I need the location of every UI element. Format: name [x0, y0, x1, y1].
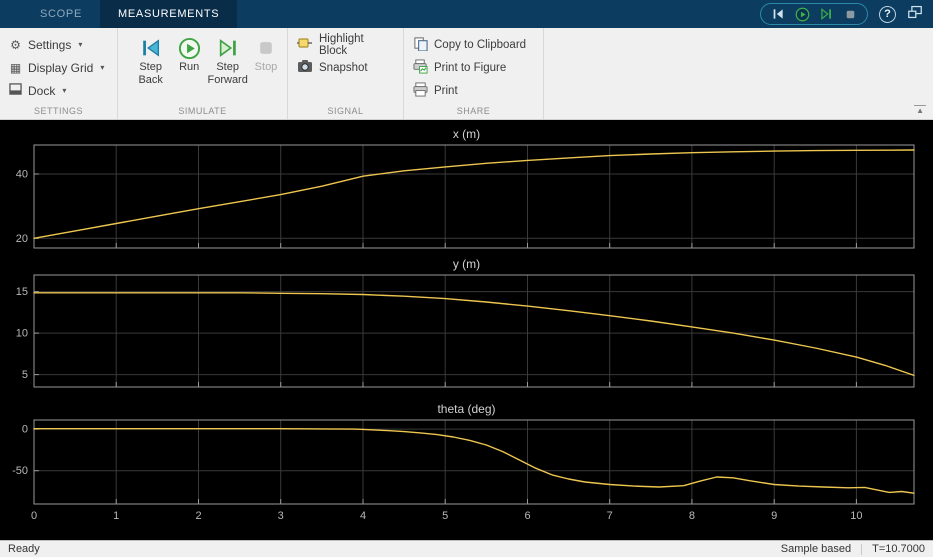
- print-to-figure-icon: [413, 58, 428, 77]
- toolstrip: ⚙ Settings ▾ ▦ Display Grid ▾ Dock ▾ SET…: [0, 28, 933, 120]
- svg-text:20: 20: [16, 233, 28, 245]
- stop-label: Stop: [254, 61, 278, 73]
- svg-text:4: 4: [360, 510, 366, 522]
- titlebar-controls: ?: [760, 0, 933, 28]
- highlight-block-label: Highlight Block: [319, 32, 364, 57]
- section-signal: Highlight Block Snapshot SIGNAL: [288, 28, 404, 119]
- plot-theta-title: theta (deg): [437, 402, 496, 416]
- svg-text:0: 0: [22, 424, 28, 436]
- svg-text:10: 10: [16, 328, 28, 340]
- svg-text:9: 9: [771, 510, 777, 522]
- grid-icon: ▦: [9, 60, 22, 75]
- sim-time-text: T=10.7000: [872, 543, 925, 555]
- stop-icon: [256, 35, 276, 61]
- plot-y-title: y (m): [452, 257, 481, 271]
- quick-run-button[interactable]: [794, 6, 810, 22]
- svg-text:15: 15: [16, 286, 28, 298]
- highlight-block-icon: [297, 36, 313, 53]
- section-label-settings: SETTINGS: [33, 106, 83, 116]
- svg-text:-50: -50: [12, 465, 28, 477]
- copy-to-clipboard-button[interactable]: Copy to Clipboard: [404, 33, 543, 56]
- step-forward-label: Step Forward: [207, 61, 248, 86]
- step-forward-icon: [821, 8, 831, 20]
- tab-measurements[interactable]: MEASUREMENTS: [100, 0, 238, 28]
- display-grid-label: Display Grid: [28, 60, 94, 75]
- svg-text:3: 3: [278, 510, 284, 522]
- print-button[interactable]: Print: [404, 79, 543, 102]
- status-bar: Ready Sample based T=10.7000: [0, 540, 933, 557]
- tab-strip: SCOPE MEASUREMENTS: [22, 0, 238, 28]
- titlebar-spacer: [237, 0, 760, 28]
- stop-icon: [846, 10, 854, 18]
- svg-text:1: 1: [113, 510, 119, 522]
- highlight-block-button[interactable]: Highlight Block: [288, 32, 403, 57]
- undock-window-icon: [908, 5, 922, 18]
- tab-scope[interactable]: SCOPE: [40, 8, 83, 20]
- section-label-share: SHARE: [456, 106, 491, 116]
- svg-text:7: 7: [607, 510, 613, 522]
- settings-label: Settings: [28, 37, 72, 52]
- svg-text:0: 0: [31, 510, 37, 522]
- run-icon: [178, 35, 201, 61]
- run-label: Run: [179, 61, 200, 73]
- clipboard-icon: [413, 36, 428, 54]
- printer-icon: [413, 81, 428, 100]
- section-label-simulate: SIMULATE: [178, 106, 227, 116]
- quick-stop-button[interactable]: [842, 6, 858, 22]
- section-share: Copy to Clipboard Print to Figure Print …: [404, 28, 544, 119]
- svg-text:6: 6: [524, 510, 530, 522]
- settings-button[interactable]: ⚙ Settings ▾: [0, 33, 117, 56]
- quick-access-toolbar: [760, 3, 868, 25]
- svg-text:5: 5: [22, 369, 28, 381]
- chevron-down-icon: ▾: [62, 86, 67, 95]
- plot-x-title: x (m): [452, 127, 481, 141]
- undock-window-button[interactable]: [907, 5, 923, 24]
- section-label-signal: SIGNAL: [327, 106, 364, 116]
- print-to-figure-button[interactable]: Print to Figure: [404, 56, 543, 79]
- run-button[interactable]: Run: [178, 35, 201, 106]
- stop-button[interactable]: Stop: [254, 35, 278, 106]
- status-text: Ready: [8, 543, 40, 555]
- dock-label: Dock: [28, 83, 56, 98]
- print-to-figure-label: Print to Figure: [434, 61, 507, 74]
- display-grid-button[interactable]: ▦ Display Grid ▾: [0, 56, 117, 79]
- section-settings: ⚙ Settings ▾ ▦ Display Grid ▾ Dock ▾ SET…: [0, 28, 118, 119]
- svg-text:40: 40: [16, 169, 28, 181]
- chevron-down-icon: ▾: [78, 40, 83, 49]
- step-back-icon: [773, 9, 783, 19]
- step-forward-button[interactable]: Step Forward: [205, 35, 251, 106]
- chevron-down-icon: ▾: [100, 63, 105, 72]
- dock-button[interactable]: Dock ▾: [0, 79, 117, 102]
- step-forward-icon: [217, 35, 239, 61]
- quick-step-forward-button[interactable]: [818, 6, 834, 22]
- svg-text:5: 5: [442, 510, 448, 522]
- step-back-icon: [140, 35, 162, 61]
- snapshot-camera-icon: [297, 59, 313, 76]
- scope-plot-area: x (m) 20 40 y (m) 5 10 15 theta (deg) 0 -50 0…: [0, 120, 933, 540]
- print-label: Print: [434, 84, 458, 97]
- status-divider: [861, 543, 863, 555]
- svg-text:10: 10: [850, 510, 862, 522]
- plot-y: 5 10 15: [16, 274, 915, 388]
- title-bar: SCOPE MEASUREMENTS ?: [0, 0, 933, 28]
- svg-text:2: 2: [195, 510, 201, 522]
- collapse-toolstrip-button[interactable]: ▲: [914, 105, 926, 115]
- sample-mode-text: Sample based: [780, 543, 852, 555]
- svg-text:8: 8: [689, 510, 695, 522]
- step-back-label: Step Back: [138, 61, 163, 86]
- run-icon: [795, 7, 809, 21]
- quick-step-back-button[interactable]: [770, 6, 786, 22]
- copy-to-clipboard-label: Copy to Clipboard: [434, 38, 527, 51]
- gear-icon: ⚙: [10, 37, 21, 52]
- plot-theta: 0 -50 0 1 2 3 4 5 6 7 8 9 10: [12, 419, 915, 522]
- snapshot-button[interactable]: Snapshot: [288, 56, 403, 79]
- step-back-button[interactable]: Step Back: [128, 35, 174, 106]
- help-button[interactable]: ?: [879, 5, 896, 23]
- section-simulate: Step Back Run Step Forward Stop: [118, 28, 288, 119]
- snapshot-label: Snapshot: [319, 61, 368, 74]
- dock-icon: [8, 83, 23, 98]
